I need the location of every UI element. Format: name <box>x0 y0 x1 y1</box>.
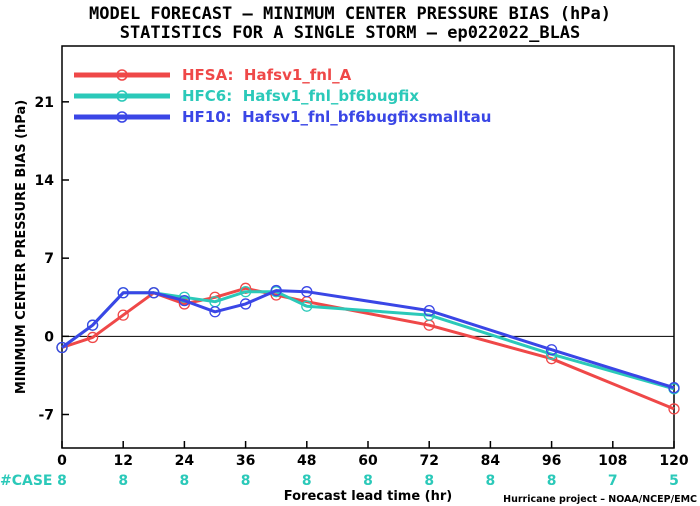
data-point <box>239 298 252 310</box>
data-point <box>117 309 129 321</box>
case-count: 8 <box>57 473 67 489</box>
case-count: 8 <box>424 473 434 489</box>
y-tick-label: 0 <box>44 329 54 345</box>
x-tick-label: 108 <box>598 453 627 469</box>
case-count: 8 <box>180 473 190 489</box>
data-point <box>545 344 558 356</box>
data-point <box>117 287 129 299</box>
y-tick-label: -7 <box>38 408 54 424</box>
data-point <box>86 319 99 331</box>
x-tick-label: 24 <box>175 453 195 469</box>
series-line-3 <box>61 289 675 390</box>
legend-swatch-marker <box>116 90 128 102</box>
axis-ticks: 0 12 24 36 48 60 72 84 96 108 120 -7 0 7 14 21 <box>35 95 689 469</box>
data-point <box>86 331 99 344</box>
legend: HFSA: Hafsv1_fnl_A HFC6: Hafsv1_fnl_bf6bu… <box>74 66 491 126</box>
x-axis-label: Forecast lead time (hr) <box>284 489 452 504</box>
data-point <box>239 282 252 294</box>
case-counts: 8 8 8 8 8 8 8 8 8 7 5 <box>57 473 679 489</box>
case-count: 8 <box>241 473 251 489</box>
plot-frame <box>61 45 675 449</box>
data-point <box>178 291 191 303</box>
case-count: 8 <box>547 473 557 489</box>
data-point <box>423 304 435 317</box>
x-tick-label: 12 <box>113 453 132 469</box>
x-tick-label: 72 <box>419 453 438 469</box>
data-point <box>239 286 252 298</box>
x-tick-label: 48 <box>297 453 316 469</box>
case-count: 7 <box>608 473 618 489</box>
data-point <box>178 294 191 307</box>
x-tick-label: 120 <box>659 453 688 469</box>
legend-swatch-marker <box>116 111 128 123</box>
series-line-2 <box>61 290 675 391</box>
x-tick-label: 84 <box>481 453 501 469</box>
y-axis-label: MINIMUM CENTER PRESSURE BIAS (hPa) <box>14 100 29 394</box>
data-point <box>301 300 313 312</box>
case-count: 8 <box>302 473 312 489</box>
legend-entry-label: HF10: Hafsv1_fnl_bf6bugfixsmalltau <box>182 108 491 126</box>
case-count: 8 <box>363 473 373 489</box>
chart-subtitle: STATISTICS FOR A SINGLE STORM – ep022022… <box>120 23 581 43</box>
credit-text: Hurricane project – NOAA/NCEP/EMC <box>503 494 697 505</box>
x-tick-label: 60 <box>358 453 378 469</box>
y-tick-label: 21 <box>35 95 54 111</box>
data-point <box>56 341 68 354</box>
data-point <box>668 382 680 394</box>
x-tick-label: 36 <box>236 453 255 469</box>
data-point <box>270 284 282 297</box>
data-point <box>668 403 680 415</box>
data-point <box>148 287 160 299</box>
series-layer <box>56 282 680 415</box>
chart-title: MODEL FORECAST – MINIMUM CENTER PRESSURE… <box>89 4 611 24</box>
series-line-1 <box>61 286 675 411</box>
data-point <box>301 286 313 298</box>
case-count: 8 <box>486 473 496 489</box>
case-label: #CASE <box>0 473 53 489</box>
case-count: 8 <box>118 473 128 489</box>
data-point <box>209 306 221 318</box>
x-tick-label: 96 <box>542 453 561 469</box>
case-count: 5 <box>669 473 679 489</box>
legend-entry-label: HFC6: Hafsv1_fnl_bf6bugfix <box>182 87 419 105</box>
y-tick-label: 7 <box>44 251 54 267</box>
legend-swatch-marker <box>116 69 128 81</box>
legend-entry-label: HFSA: Hafsv1_fnl_A <box>182 66 352 84</box>
y-tick-label: 14 <box>35 173 55 189</box>
x-tick-label: 0 <box>57 453 67 469</box>
